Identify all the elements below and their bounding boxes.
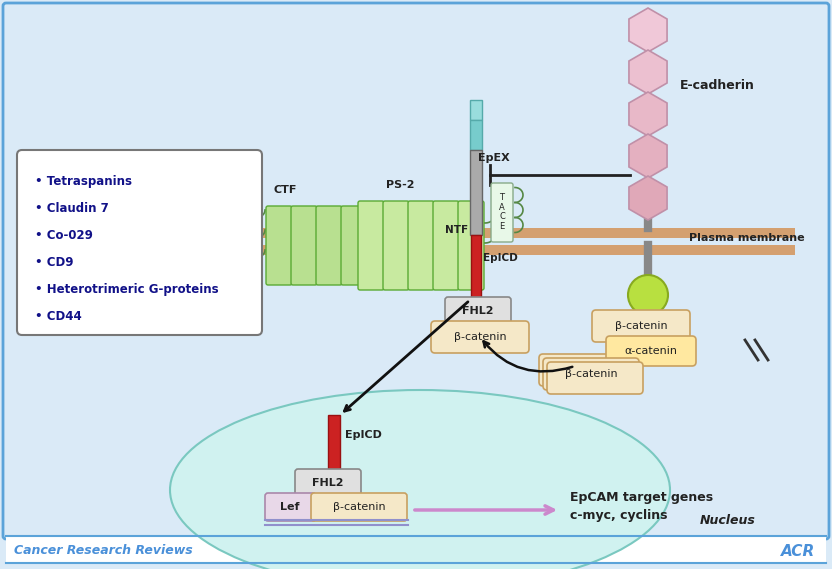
Polygon shape: [629, 176, 667, 220]
Text: Cancer Research Reviews: Cancer Research Reviews: [14, 545, 193, 558]
FancyBboxPatch shape: [316, 206, 342, 285]
Text: β-catenin: β-catenin: [453, 332, 507, 342]
FancyBboxPatch shape: [408, 201, 434, 290]
FancyBboxPatch shape: [341, 206, 367, 285]
FancyBboxPatch shape: [445, 297, 511, 325]
Polygon shape: [629, 134, 667, 178]
Text: • Claudin 7: • Claudin 7: [35, 202, 109, 215]
Text: ACR: ACR: [780, 543, 815, 559]
Bar: [328, 415, 340, 470]
FancyBboxPatch shape: [539, 354, 635, 386]
FancyBboxPatch shape: [17, 150, 262, 335]
FancyBboxPatch shape: [458, 201, 484, 290]
Bar: [6, 536, 826, 563]
FancyBboxPatch shape: [543, 358, 639, 390]
Text: β-catenin: β-catenin: [565, 369, 617, 379]
Text: EpICD: EpICD: [345, 430, 382, 440]
Text: PS-2: PS-2: [386, 180, 414, 190]
Bar: [470, 120, 482, 150]
Text: • Co-029: • Co-029: [35, 229, 93, 242]
Ellipse shape: [170, 390, 670, 569]
FancyBboxPatch shape: [431, 321, 529, 353]
Polygon shape: [629, 50, 667, 94]
Text: β-catenin: β-catenin: [615, 321, 667, 331]
Bar: [470, 100, 482, 120]
FancyBboxPatch shape: [491, 183, 513, 242]
FancyBboxPatch shape: [606, 336, 696, 366]
FancyBboxPatch shape: [265, 493, 316, 521]
Text: NTF: NTF: [445, 225, 468, 235]
FancyBboxPatch shape: [547, 362, 643, 394]
FancyBboxPatch shape: [592, 310, 690, 342]
Text: FHL2: FHL2: [463, 306, 493, 316]
Text: Lef: Lef: [280, 502, 300, 512]
Text: c-myc, cyclins: c-myc, cyclins: [570, 509, 667, 522]
Text: EpICD: EpICD: [483, 253, 518, 263]
Bar: [471, 235, 481, 300]
Text: α-catenin: α-catenin: [625, 346, 677, 356]
Text: EpEX: EpEX: [478, 153, 510, 163]
Bar: [470, 150, 482, 235]
Bar: [135, 228, 795, 238]
FancyBboxPatch shape: [3, 3, 829, 539]
Text: β-catenin: β-catenin: [333, 502, 385, 512]
FancyBboxPatch shape: [383, 201, 409, 290]
FancyBboxPatch shape: [266, 206, 292, 285]
Text: CTF: CTF: [274, 185, 297, 195]
Polygon shape: [629, 8, 667, 52]
Text: Nucleus: Nucleus: [700, 513, 756, 526]
FancyBboxPatch shape: [291, 206, 317, 285]
Text: T
A
C
E: T A C E: [499, 193, 505, 231]
Text: • CD44: • CD44: [35, 310, 82, 323]
Text: • CD9: • CD9: [35, 256, 73, 269]
Polygon shape: [629, 92, 667, 136]
Text: EpCAM target genes: EpCAM target genes: [570, 490, 713, 504]
Text: • Heterotrimeric G-proteins: • Heterotrimeric G-proteins: [35, 283, 219, 296]
FancyBboxPatch shape: [358, 201, 384, 290]
FancyBboxPatch shape: [295, 469, 361, 497]
Circle shape: [628, 275, 668, 315]
Text: Plasma membrane: Plasma membrane: [690, 233, 805, 243]
Text: • Tetraspanins: • Tetraspanins: [35, 175, 132, 188]
Text: E-cadherin: E-cadherin: [680, 79, 755, 92]
FancyBboxPatch shape: [311, 493, 407, 521]
Bar: [135, 245, 795, 255]
Text: FHL2: FHL2: [312, 478, 344, 488]
FancyBboxPatch shape: [433, 201, 459, 290]
